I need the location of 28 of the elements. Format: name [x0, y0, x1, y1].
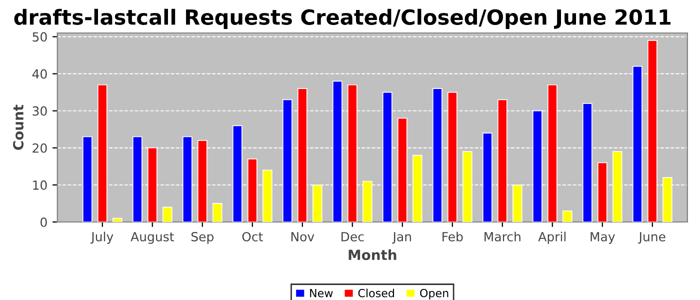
- y-tick-label: 50: [32, 32, 47, 42]
- legend-label: Open: [420, 288, 448, 300]
- x-tick-label: Jan: [392, 232, 411, 244]
- y-axis-title: Count: [13, 104, 24, 150]
- y-tick-label: 40: [32, 69, 47, 79]
- legend-label: Closed: [358, 288, 394, 298]
- x-tick-label: May: [590, 232, 615, 244]
- x-tick-label: July: [90, 232, 114, 244]
- bar: [112, 218, 122, 222]
- x-tick-label: April: [538, 232, 566, 244]
- y-tick-label: 30: [32, 106, 47, 116]
- x-tick-label: June: [638, 232, 666, 244]
- chart-title: drafts-lastcall Requests Created/Closed/Open June 2011: [14, 8, 671, 29]
- bar: [562, 210, 572, 222]
- y-tick-label: 10: [33, 180, 47, 190]
- x-tick-label: March: [484, 232, 520, 242]
- x-tick-label: Nov: [291, 232, 314, 242]
- x-tick-label: Oct: [242, 232, 263, 242]
- x-axis-title: Month: [348, 249, 396, 260]
- x-tick-label: August: [130, 232, 174, 244]
- y-tick-label: 0: [40, 217, 47, 227]
- x-tick-label: Sep: [191, 232, 214, 244]
- legend-label: New: [310, 289, 333, 298]
- bar: [162, 206, 172, 222]
- x-tick-label: Feb: [442, 232, 463, 242]
- y-tick-label: 20: [32, 143, 47, 153]
- x-tick-label: Dec: [342, 232, 364, 242]
- bar: [212, 203, 222, 222]
